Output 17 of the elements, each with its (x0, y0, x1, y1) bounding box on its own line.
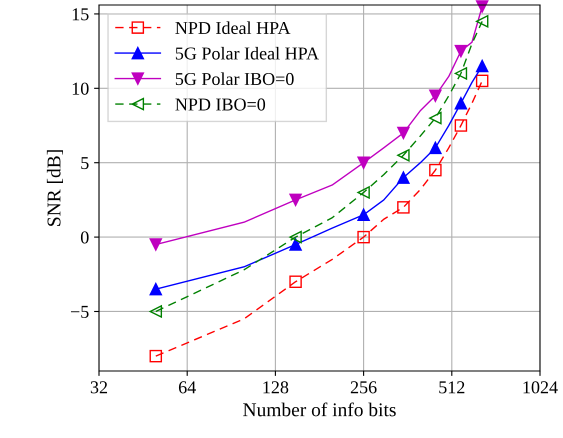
x-tick-label: 64 (178, 381, 196, 394)
x-tick-label: 128 (263, 381, 288, 394)
legend-label: NPD IBO=0 (175, 98, 266, 111)
y-axis-title: SNR [dB] (46, 150, 63, 226)
y-tick-label: −5 (70, 306, 89, 318)
x-tick-label: 512 (439, 381, 464, 394)
y-tick-label: 0 (80, 231, 89, 244)
y-tick-label: 15 (72, 8, 89, 20)
legend-label: 5G Polar Ideal HPA (176, 46, 319, 60)
x-axis-title: Number of info bits (243, 402, 396, 416)
x-tick-label: 32 (90, 381, 108, 394)
y-tick-label: 5 (81, 157, 89, 170)
y-tick-label: 10 (72, 82, 89, 95)
x-tick-label: 256 (350, 381, 377, 394)
x-tick-label: 1024 (524, 381, 558, 394)
legend-label: NPD Ideal HPA (175, 21, 290, 34)
legend-label: 5G Polar IBO=0 (176, 72, 294, 86)
